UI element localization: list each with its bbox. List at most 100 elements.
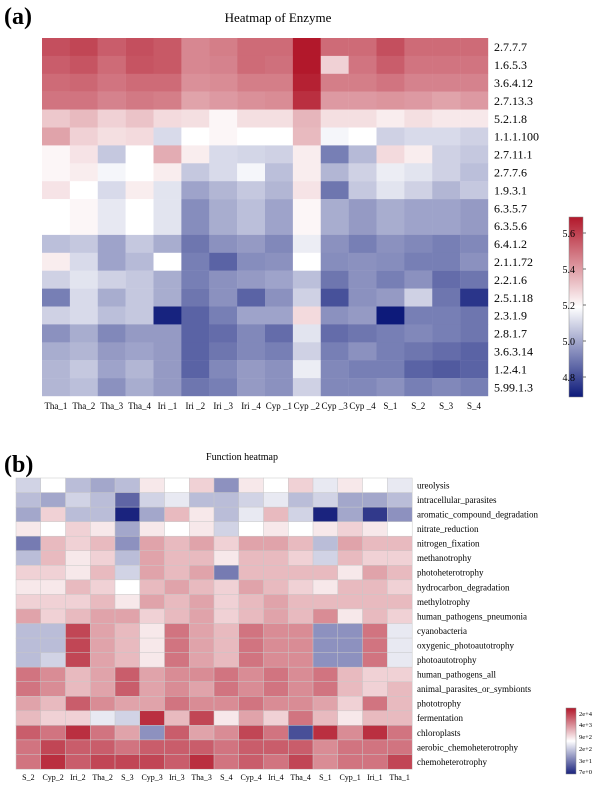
heatmap-cell (460, 55, 489, 74)
panel-a-colorbar-gradient (568, 216, 584, 398)
heatmap-cell (213, 579, 240, 595)
heatmap-cell (312, 623, 339, 639)
panel-b-row-labels: ureolysis intracellular_parasites aromatic… (417, 480, 538, 766)
heatmap-cell (213, 637, 240, 654)
heatmap-cell (237, 163, 266, 182)
heatmap-cell (404, 73, 433, 92)
heatmap-cell (312, 492, 339, 508)
heatmap-cell (292, 378, 321, 397)
heatmap-cell (288, 506, 314, 523)
heatmap-cell (348, 163, 377, 182)
heatmap-cell (15, 492, 42, 508)
panel-b-cells (15, 477, 413, 770)
col-label: S_1 (319, 773, 331, 782)
heatmap-cell (181, 342, 210, 361)
heatmap-cell (348, 109, 377, 128)
heatmap-cell (237, 288, 266, 307)
heatmap-cell (288, 681, 314, 697)
heatmap-cell (209, 73, 238, 92)
row-label: 3.6.3.14 (494, 344, 533, 358)
heatmap-cell (238, 594, 264, 610)
heatmap-cell (153, 73, 182, 92)
heatmap-cell (90, 594, 116, 610)
heatmap-cell (348, 378, 377, 397)
heatmap-cell (265, 324, 294, 343)
heatmap-cell (164, 666, 190, 683)
heatmap-cell (263, 550, 289, 566)
heatmap-cell (40, 506, 66, 523)
heatmap-cell (460, 378, 489, 397)
heatmap-cell (164, 550, 190, 566)
heatmap-cell (263, 477, 289, 493)
heatmap-cell (404, 270, 433, 289)
heatmap-cell (376, 360, 405, 379)
heatmap-cell (69, 360, 98, 379)
heatmap-cell (114, 696, 141, 712)
heatmap-cell (265, 145, 294, 164)
heatmap-cell (181, 252, 210, 271)
heatmap-cell (209, 181, 238, 200)
heatmap-cell (153, 288, 182, 307)
heatmap-cell (153, 252, 182, 271)
row-label: 5.2.1.8 (494, 112, 527, 126)
heatmap-cell (387, 579, 413, 595)
heatmap-cell (213, 492, 240, 508)
heatmap-cell (238, 637, 264, 654)
heatmap-cell (209, 127, 238, 146)
heatmap-cell (238, 521, 264, 537)
heatmap-cell (213, 608, 240, 624)
heatmap-cell (42, 73, 71, 92)
heatmap-cell (362, 666, 388, 683)
heatmap-cell (164, 725, 190, 741)
heatmap-cell (213, 623, 240, 639)
heatmap-cell (237, 91, 266, 110)
heatmap-cell (362, 477, 388, 493)
heatmap-cell (114, 521, 141, 537)
heatmap-cell (139, 594, 165, 610)
heatmap-cell (42, 342, 71, 361)
heatmap-cell (337, 725, 363, 741)
heatmap-cell (320, 234, 349, 253)
heatmap-cell (312, 725, 339, 741)
heatmap-cell (320, 378, 349, 397)
heatmap-cell (238, 623, 264, 639)
heatmap-cell (387, 535, 413, 552)
heatmap-cell (15, 608, 42, 624)
row-label: 6.3.5.7 (494, 201, 527, 215)
heatmap-cell (312, 696, 339, 712)
heatmap-cell (387, 492, 413, 508)
heatmap-cell (153, 306, 182, 325)
heatmap-cell (153, 270, 182, 289)
heatmap-cell (90, 696, 116, 712)
heatmap-cell (40, 666, 66, 683)
heatmap-cell (125, 38, 154, 57)
heatmap-cell (189, 666, 215, 683)
heatmap-cell (288, 623, 314, 639)
heatmap-cell (432, 234, 461, 253)
heatmap-cell (213, 754, 240, 770)
col-label: Iri _1 (158, 401, 178, 411)
heatmap-cell (164, 608, 190, 624)
heatmap-cell (114, 623, 141, 639)
heatmap-cell (97, 109, 126, 128)
heatmap-cell (90, 725, 116, 741)
heatmap-cell (292, 360, 321, 379)
heatmap-cell (348, 234, 377, 253)
heatmap-cell (209, 252, 238, 271)
panel-b-col-labels: S_2 Cyp_2 Iri_2 Tha_2 S_3 Cyp_3 Iri_3 Tha_3 S_4 C… (22, 773, 410, 782)
heatmap-cell (209, 109, 238, 128)
heatmap-cell (460, 342, 489, 361)
heatmap-cell (460, 145, 489, 164)
heatmap-cell (164, 535, 190, 552)
heatmap-cell (139, 550, 165, 566)
heatmap-cell (432, 199, 461, 218)
heatmap-cell (40, 652, 66, 668)
heatmap-cell (189, 681, 215, 697)
heatmap-cell (189, 754, 215, 770)
heatmap-cell (181, 181, 210, 200)
heatmap-cell (139, 666, 165, 683)
row-label: 2.7.7.7 (494, 40, 527, 54)
panel-a-row-labels: 2.7.7.7 1.6.5.3 3.6.4.12 2.7.13.3 5.2.1.8 1.1… (494, 40, 539, 394)
heatmap-cell (139, 725, 165, 741)
heatmap-cell (114, 652, 141, 668)
